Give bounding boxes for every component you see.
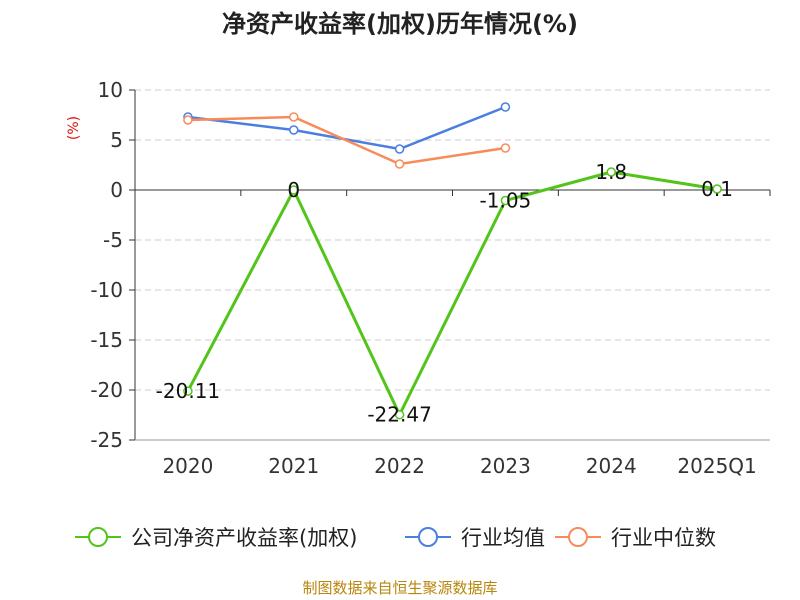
- data-label: 0: [287, 178, 300, 202]
- x-tick-label: 2025Q1: [677, 454, 756, 478]
- y-tick-label: 0: [110, 178, 123, 202]
- series-0-point: [289, 185, 299, 195]
- y-tick-label: -15: [90, 328, 123, 352]
- y-tick-label: -10: [90, 278, 123, 302]
- y-axis-unit-label: (%): [66, 116, 82, 140]
- series-0-point: [712, 184, 722, 194]
- x-tick-label: 2021: [268, 454, 319, 478]
- series-2-point: [394, 159, 405, 169]
- data-label: 0.1: [701, 177, 733, 201]
- series-0-point: [606, 167, 616, 177]
- chart-title: 净资产收益率(加权)历年情况(%): [222, 10, 578, 38]
- series-lines: [183, 102, 722, 420]
- y-tick-label: 10: [98, 78, 123, 102]
- series-line-1: [187, 105, 506, 151]
- series-1-point: [289, 125, 299, 135]
- legend-label: 行业中位数: [611, 526, 716, 550]
- data-label: -22.47: [367, 403, 431, 427]
- x-tick-label: 2022: [374, 454, 425, 478]
- grid-lines: [135, 89, 770, 441]
- data-labels: -20.11 0 -22.47 -1.05 1.8 0.1: [156, 160, 733, 427]
- legend: 公司净资产收益率(加权) 行业均值 行业中位数: [75, 526, 716, 550]
- data-label: -1.05: [480, 189, 532, 213]
- y-tick-label: -5: [103, 228, 123, 252]
- series-line-0: [186, 170, 718, 417]
- series-2-point: [500, 143, 511, 153]
- x-tick-label: 2023: [480, 454, 531, 478]
- y-tick-label: 5: [110, 128, 123, 152]
- series-line-2: [187, 115, 506, 166]
- data-label: -20.11: [156, 379, 220, 403]
- legend-marker-0: [88, 527, 108, 547]
- series-2-point: [289, 112, 299, 122]
- series-1-point: [394, 144, 405, 154]
- legend-marker-2: [568, 527, 588, 547]
- legend-label: 行业均值: [461, 526, 545, 550]
- series-0-point: [500, 195, 511, 206]
- x-tick-label: 2020: [162, 454, 213, 478]
- series-0-point: [183, 386, 193, 396]
- y-tick-label: -20: [90, 378, 123, 402]
- series-1-point: [500, 102, 511, 112]
- legend-marker-1: [418, 527, 438, 547]
- legend-label: 公司净资产收益率(加权): [131, 526, 357, 550]
- x-tick-label: 2024: [586, 454, 637, 478]
- y-tick-label: -25: [90, 428, 123, 452]
- axes: 10 5 0 -5 -10 -15 -20 -25 2020 2021 2022 2023 2024 20…: [90, 78, 771, 478]
- source-note: 制图数据来自恒生聚源数据库: [302, 579, 497, 597]
- data-label: 1.8: [595, 160, 627, 184]
- series-0-point: [394, 409, 405, 420]
- series-2-point: [183, 115, 193, 125]
